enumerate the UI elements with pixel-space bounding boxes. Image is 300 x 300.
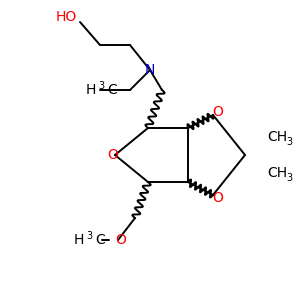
Text: C: C (107, 83, 117, 97)
Text: 3: 3 (98, 81, 104, 91)
Text: 3: 3 (286, 137, 292, 147)
Text: N: N (145, 63, 155, 77)
Text: 3: 3 (86, 231, 92, 241)
Text: CH: CH (267, 166, 287, 180)
Text: C: C (95, 233, 105, 247)
Text: CH: CH (267, 130, 287, 144)
Text: H: H (85, 83, 96, 97)
Text: H: H (74, 233, 84, 247)
Text: O: O (213, 191, 224, 205)
Text: HO: HO (56, 10, 77, 24)
Text: O: O (213, 105, 224, 119)
Text: 3: 3 (286, 173, 292, 183)
Text: O: O (108, 148, 118, 162)
Text: O: O (116, 233, 126, 247)
